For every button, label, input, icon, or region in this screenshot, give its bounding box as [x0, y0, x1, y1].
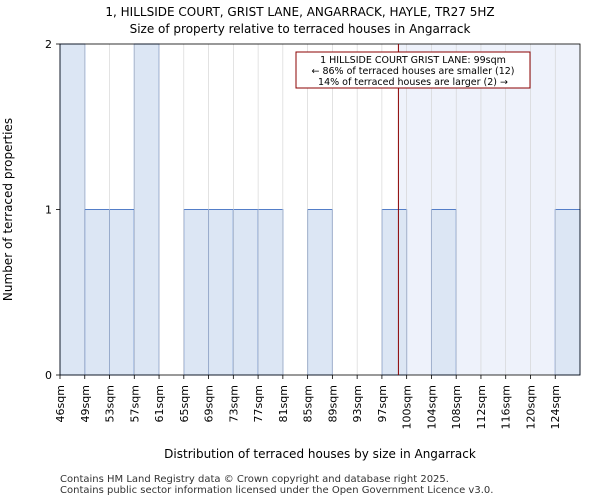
y-tick-label: 2	[45, 38, 52, 51]
x-tick-label-53sqm: 53sqm	[104, 385, 117, 422]
highlight-region	[398, 44, 580, 375]
annotation-line-2: ← 86% of terraced houses are smaller (12…	[311, 66, 514, 77]
bar-69sqm	[208, 209, 234, 376]
x-tick-label-97sqm: 97sqm	[376, 385, 389, 422]
annotation-line-1: 1 HILLSIDE COURT GRIST LANE: 99sqm	[320, 55, 506, 66]
x-tick-label-104sqm: 104sqm	[425, 385, 438, 429]
annotation-line-3: 14% of terraced houses are larger (2) →	[318, 77, 508, 88]
x-tick-label-49sqm: 49sqm	[79, 385, 92, 422]
x-tick-label-57sqm: 57sqm	[128, 385, 141, 422]
footer: Contains HM Land Registry data © Crown c…	[60, 474, 493, 496]
bar-97sqm	[381, 209, 408, 376]
x-tick-label-116sqm: 116sqm	[500, 385, 513, 429]
y-ticks-group: 0 1 2	[45, 38, 60, 382]
y-tick-label: 0	[45, 369, 52, 382]
x-ticks-group: 46sqm 49sqm 53sqm 57sqm 61sqm 65sqm 69sqm 73sqm…	[54, 375, 562, 429]
bar-57sqm	[133, 43, 160, 376]
x-tick-label-65sqm: 65sqm	[178, 385, 191, 422]
x-tick-label-108sqm: 108sqm	[450, 385, 463, 429]
annotation-box: 1 HILLSIDE COURT GRIST LANE: 99sqm ← 86%…	[295, 51, 531, 89]
bar-73sqm	[232, 209, 259, 376]
x-tick-label-112sqm: 112sqm	[475, 385, 488, 429]
x-tick-label-46sqm: 46sqm	[54, 385, 67, 422]
bar-77sqm	[257, 209, 284, 376]
chart-subtitle: Size of property relative to terraced ho…	[129, 22, 471, 36]
bar-46sqm	[59, 43, 86, 376]
x-tick-label-77sqm: 77sqm	[252, 385, 265, 422]
bar-65sqm	[183, 209, 210, 376]
chart-title-block: 1, HILLSIDE COURT, GRIST LANE, ANGARRACK…	[0, 4, 600, 38]
y-axis-label: Number of terraced properties	[1, 118, 15, 301]
footer-line-2: Contains public sector information licen…	[60, 485, 494, 496]
bar-53sqm	[109, 209, 135, 376]
bars-group	[59, 43, 581, 376]
bar-104sqm	[430, 209, 457, 376]
bar-49sqm	[84, 209, 110, 376]
x-tick-label-89sqm: 89sqm	[326, 385, 339, 422]
x-tick-label-81sqm: 81sqm	[277, 385, 290, 422]
x-tick-label-61sqm: 61sqm	[153, 385, 166, 422]
annotation-frame	[295, 51, 531, 89]
bar-124sqm	[554, 209, 581, 376]
footer-line-1: Contains HM Land Registry data © Crown c…	[60, 474, 449, 485]
gridlines-group	[84, 44, 556, 375]
x-axis-label: Distribution of terraced houses by size …	[164, 447, 476, 461]
x-tick-label-124sqm: 124sqm	[549, 385, 562, 429]
x-tick-label-100sqm: 100sqm	[401, 385, 414, 429]
x-tick-label-85sqm: 85sqm	[302, 385, 315, 422]
chart-title: 1, HILLSIDE COURT, GRIST LANE, ANGARRACK…	[105, 5, 495, 19]
bar-85sqm	[307, 209, 333, 376]
x-tick-label-120sqm: 120sqm	[524, 385, 537, 429]
x-tick-label-93sqm: 93sqm	[351, 385, 364, 422]
x-tick-label-69sqm: 69sqm	[203, 385, 216, 422]
y-tick-label: 1	[45, 204, 52, 217]
x-tick-label-73sqm: 73sqm	[227, 385, 240, 422]
